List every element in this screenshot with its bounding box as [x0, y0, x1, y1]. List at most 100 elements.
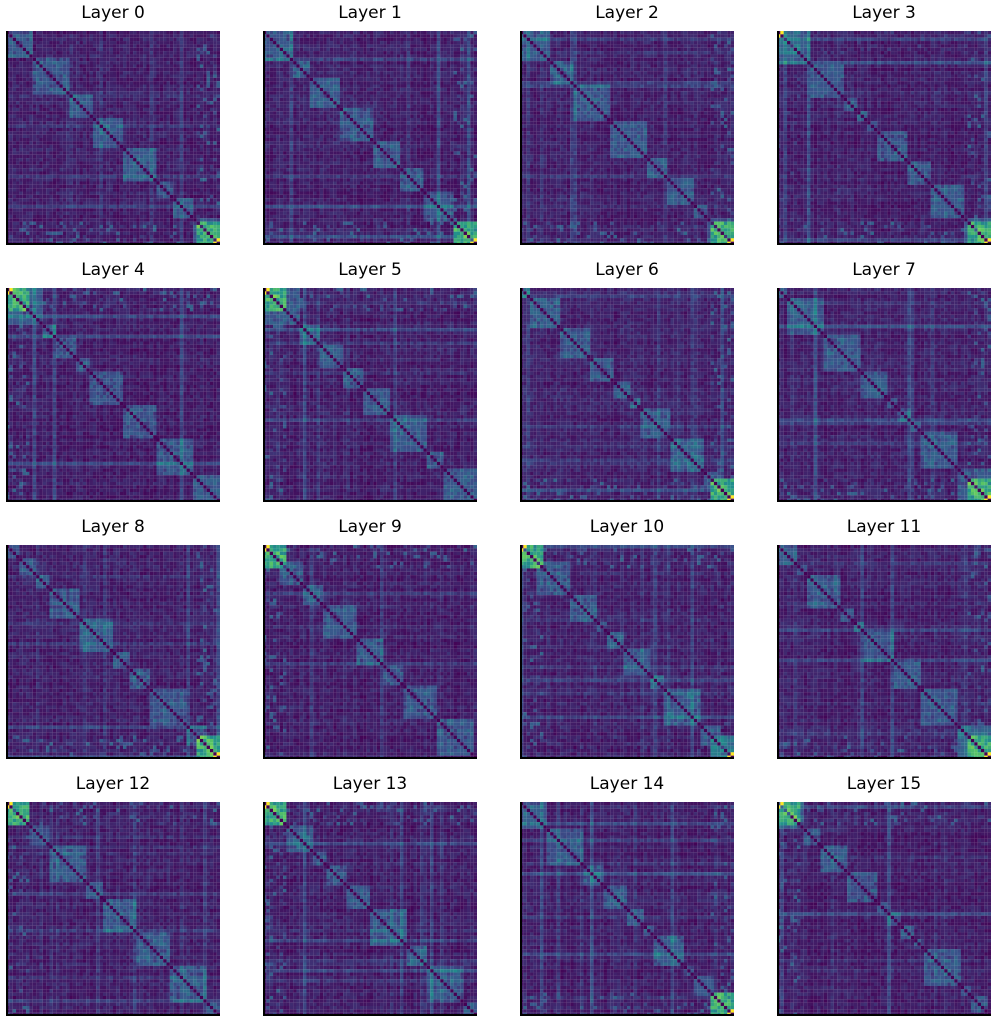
heatmap-cell	[9, 118, 12, 121]
heatmap-cell	[9, 161, 12, 164]
heatmap-cell	[16, 148, 19, 151]
heatmap-cell	[390, 64, 393, 67]
heatmap-cell	[29, 141, 32, 144]
heatmap-cell	[80, 85, 83, 88]
heatmap-cell	[80, 155, 83, 158]
heatmap-cell	[110, 175, 113, 178]
heatmap-cell	[213, 41, 216, 44]
heatmap-cell	[167, 71, 170, 74]
heatmap-cell	[113, 192, 116, 195]
heatmap-cell	[96, 31, 99, 34]
heatmap-cell	[23, 161, 26, 164]
heatmap-cell	[136, 158, 139, 161]
heatmap-cell	[130, 48, 133, 51]
heatmap-cell	[80, 192, 83, 195]
heatmap-cell	[464, 44, 467, 47]
heatmap-cell	[140, 118, 143, 121]
heatmap-cell	[13, 121, 16, 124]
heatmap-cell	[203, 125, 206, 128]
heatmap-cell	[173, 44, 176, 47]
heatmap-cell	[63, 64, 66, 67]
heatmap-cell	[13, 68, 16, 71]
heatmap-cell	[113, 48, 116, 51]
heatmap-cell	[387, 41, 390, 44]
heatmap-cell	[450, 61, 453, 64]
heatmap-cell	[53, 34, 56, 37]
heatmap-cell	[66, 91, 69, 94]
heatmap-cell	[393, 38, 396, 41]
heatmap-cell	[43, 118, 46, 121]
heatmap-cell	[49, 208, 52, 211]
heatmap-cell	[156, 208, 159, 211]
heatmap-cell	[33, 121, 36, 124]
heatmap-cell	[367, 34, 370, 37]
heatmap-cell	[146, 58, 149, 61]
heatmap-cell	[123, 64, 126, 67]
heatmap-cell	[330, 51, 333, 54]
heatmap-cell	[63, 88, 66, 91]
heatmap-cell	[53, 205, 56, 208]
heatmap-cell	[23, 51, 26, 54]
heatmap-cell	[217, 34, 220, 37]
heatmap-cell	[39, 202, 42, 205]
heatmap-cell	[93, 121, 96, 124]
heatmap-cell	[26, 155, 29, 158]
heatmap-cell	[63, 128, 66, 131]
heatmap-cell	[207, 141, 210, 144]
heatmap-cell	[420, 74, 423, 77]
heatmap-cell	[66, 81, 69, 84]
heatmap-cell	[417, 31, 420, 34]
heatmap-cell	[467, 61, 470, 64]
heatmap-cell	[190, 108, 193, 111]
heatmap-cell	[53, 118, 56, 121]
heatmap-cell	[90, 155, 93, 158]
heatmap-cell	[383, 71, 386, 74]
heatmap-cell	[173, 31, 176, 34]
heatmap-cell	[213, 44, 216, 47]
heatmap-cell	[153, 228, 156, 231]
heatmap-cell	[146, 185, 149, 188]
heatmap-cell	[187, 121, 190, 124]
heatmap-cell	[200, 168, 203, 171]
heatmap-cell	[29, 212, 32, 215]
heatmap-cell	[156, 88, 159, 91]
heatmap-cell	[407, 48, 410, 51]
heatmap-cell	[120, 78, 123, 81]
heatmap-cell	[200, 225, 203, 228]
heatmap-cell	[39, 228, 42, 231]
heatmap-cell	[167, 232, 170, 235]
heatmap-cell	[283, 51, 286, 54]
heatmap-cell	[180, 141, 183, 144]
heatmap-cell	[383, 64, 386, 67]
heatmap-cell	[177, 235, 180, 238]
heatmap-cell	[83, 158, 86, 161]
heatmap-cell	[167, 238, 170, 241]
heatmap-cell	[296, 74, 299, 77]
heatmap-cell	[123, 118, 126, 121]
heatmap-cell	[70, 212, 73, 215]
heatmap-cell	[270, 41, 273, 44]
heatmap-cell	[207, 38, 210, 41]
heatmap-cell	[210, 165, 213, 168]
heatmap-cell	[110, 48, 113, 51]
heatmap-cell	[133, 54, 136, 57]
heatmap-cell	[427, 71, 430, 74]
heatmap-cell	[13, 171, 16, 174]
heatmap-cell	[76, 235, 79, 238]
heatmap-cell	[63, 145, 66, 148]
heatmap-cell	[310, 58, 313, 61]
heatmap-cell	[210, 38, 213, 41]
heatmap-cell	[106, 148, 109, 151]
heatmap-cell	[83, 141, 86, 144]
heatmap-cell	[113, 222, 116, 225]
heatmap-cell	[143, 68, 146, 71]
heatmap-cell	[73, 98, 76, 101]
heatmap-cell	[323, 41, 326, 44]
heatmap-cell	[133, 51, 136, 54]
heatmap-cell	[210, 48, 213, 51]
heatmap-cell	[133, 158, 136, 161]
heatmap-cell	[76, 232, 79, 235]
heatmap-cell	[200, 115, 203, 118]
heatmap-cell	[380, 74, 383, 77]
heatmap-cell	[120, 205, 123, 208]
